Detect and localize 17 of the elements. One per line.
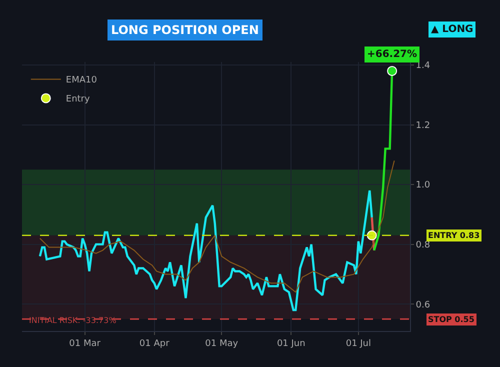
y-tick-label: 1.0 <box>416 180 430 191</box>
x-tick-label: 01 May <box>205 338 239 349</box>
y-tick-label: 0.8 <box>416 240 430 250</box>
y-tick-label: 0.6 <box>416 300 430 310</box>
legend-label: EMA10 <box>66 76 98 86</box>
annotation: +66.27% <box>367 49 418 60</box>
text: ▲ LONG <box>431 24 474 35</box>
x-tick-label: 01 Jul <box>346 338 372 349</box>
x-tick-label: 01 Apr <box>139 338 170 349</box>
x-tick-label: 01 Mar <box>69 338 101 349</box>
x-tick-label: 01 Jun <box>276 338 306 349</box>
y-tick-label: 1.2 <box>416 120 430 131</box>
ref-line-label: ENTRY 0.83 <box>428 231 480 240</box>
legend-label: Entry <box>66 94 90 105</box>
chart-title: LONG POSITION OPEN <box>111 23 259 37</box>
ref-line-label: STOP 0.55 <box>428 315 475 324</box>
annotation: INITIAL RISK: -33.73% <box>29 316 117 325</box>
